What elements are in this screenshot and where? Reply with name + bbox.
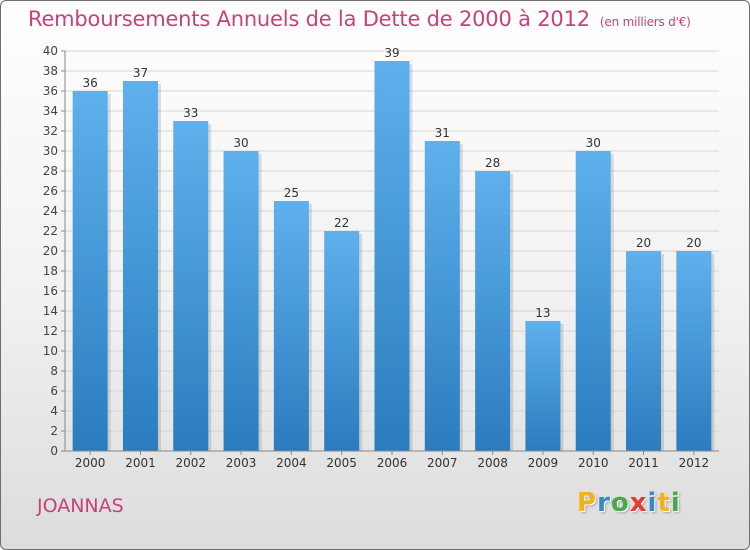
x-tick-label: 2004 — [276, 456, 307, 470]
y-tick-label: 2 — [50, 424, 58, 438]
bar-value-label: 37 — [133, 66, 148, 80]
bar — [173, 121, 209, 451]
y-tick-label: 32 — [43, 124, 58, 138]
y-tick-label: 4 — [50, 404, 58, 418]
y-tick-label: 12 — [43, 324, 58, 338]
bar — [626, 251, 662, 451]
commune-name: JOANNAS — [37, 495, 124, 517]
bar-value-label: 33 — [183, 106, 198, 120]
bar — [223, 151, 259, 451]
x-tick-label: 2007 — [427, 456, 458, 470]
bar — [424, 141, 460, 451]
bar — [525, 321, 561, 451]
x-tick-label: 2012 — [679, 456, 710, 470]
x-tick-label: 2001 — [125, 456, 156, 470]
bar-value-label: 36 — [83, 76, 98, 90]
bars: 36 37 33 30 25 22 39 31 28 13 30 20 20 — [72, 46, 715, 451]
x-axis: 2000 2001 2002 2003 2004 2005 2006 2007 2008 2009… — [65, 450, 719, 470]
y-tick-label: 8 — [50, 364, 58, 378]
bar-value-label: 20 — [686, 236, 701, 250]
y-tick-label: 16 — [43, 284, 58, 298]
bar — [72, 91, 108, 451]
logo-letter: x — [629, 488, 648, 518]
y-tick-label: 40 — [43, 44, 58, 58]
proxiti-logo: Proxiti — [577, 488, 681, 518]
y-tick-label: 6 — [50, 384, 58, 398]
bar-value-label: 31 — [435, 126, 450, 140]
bar-value-label: 13 — [535, 306, 550, 320]
bar-value-label: 28 — [485, 156, 500, 170]
x-tick-label: 2002 — [175, 456, 206, 470]
logo-letter: o — [610, 488, 630, 518]
y-tick-label: 24 — [43, 204, 58, 218]
x-tick-label: 2006 — [377, 456, 408, 470]
chart-title: Remboursements Annuels de la Dette de 20… — [28, 7, 691, 31]
x-tick-label: 2005 — [326, 456, 357, 470]
y-tick-label: 34 — [43, 104, 58, 118]
y-tick-label: 38 — [43, 64, 58, 78]
bar — [575, 151, 611, 451]
chart-subtitle: (en milliers d'€) — [599, 15, 691, 29]
y-tick-label: 10 — [43, 344, 58, 358]
x-tick-label: 2010 — [578, 456, 609, 470]
bar-value-label: 20 — [636, 236, 651, 250]
y-tick-label: 28 — [43, 164, 58, 178]
y-tick-label: 30 — [43, 144, 58, 158]
logo-letter: i — [670, 488, 681, 518]
y-tick-label: 14 — [43, 304, 58, 318]
y-tick-label: 0 — [50, 444, 58, 458]
bar — [324, 231, 360, 451]
bar-value-label: 30 — [586, 136, 601, 150]
y-tick-label: 20 — [43, 244, 58, 258]
y-tick-label: 18 — [43, 264, 58, 278]
bar — [273, 201, 309, 451]
bar-value-label: 25 — [284, 186, 299, 200]
logo-letter: t — [657, 488, 671, 518]
bar — [676, 251, 712, 451]
chart-title-text: Remboursements Annuels de la Dette de 20… — [28, 7, 590, 31]
y-tick-label: 36 — [43, 84, 58, 98]
x-tick-label: 2009 — [528, 456, 559, 470]
bar-value-label: 22 — [334, 216, 349, 230]
bar — [374, 61, 410, 451]
x-tick-label: 2008 — [477, 456, 508, 470]
y-tick-label: 22 — [43, 224, 58, 238]
logo-letter: i — [647, 488, 658, 518]
bar-value-label: 30 — [233, 136, 248, 150]
y-tick-label: 26 — [43, 184, 58, 198]
x-tick-label: 2011 — [628, 456, 659, 470]
x-tick-label: 2003 — [226, 456, 257, 470]
logo-letter: P — [577, 488, 598, 518]
logo-letter: r — [597, 488, 611, 518]
x-tick-label: 2000 — [75, 456, 106, 470]
bar-value-label: 39 — [384, 46, 399, 60]
bar — [122, 81, 158, 451]
bar — [475, 171, 511, 451]
